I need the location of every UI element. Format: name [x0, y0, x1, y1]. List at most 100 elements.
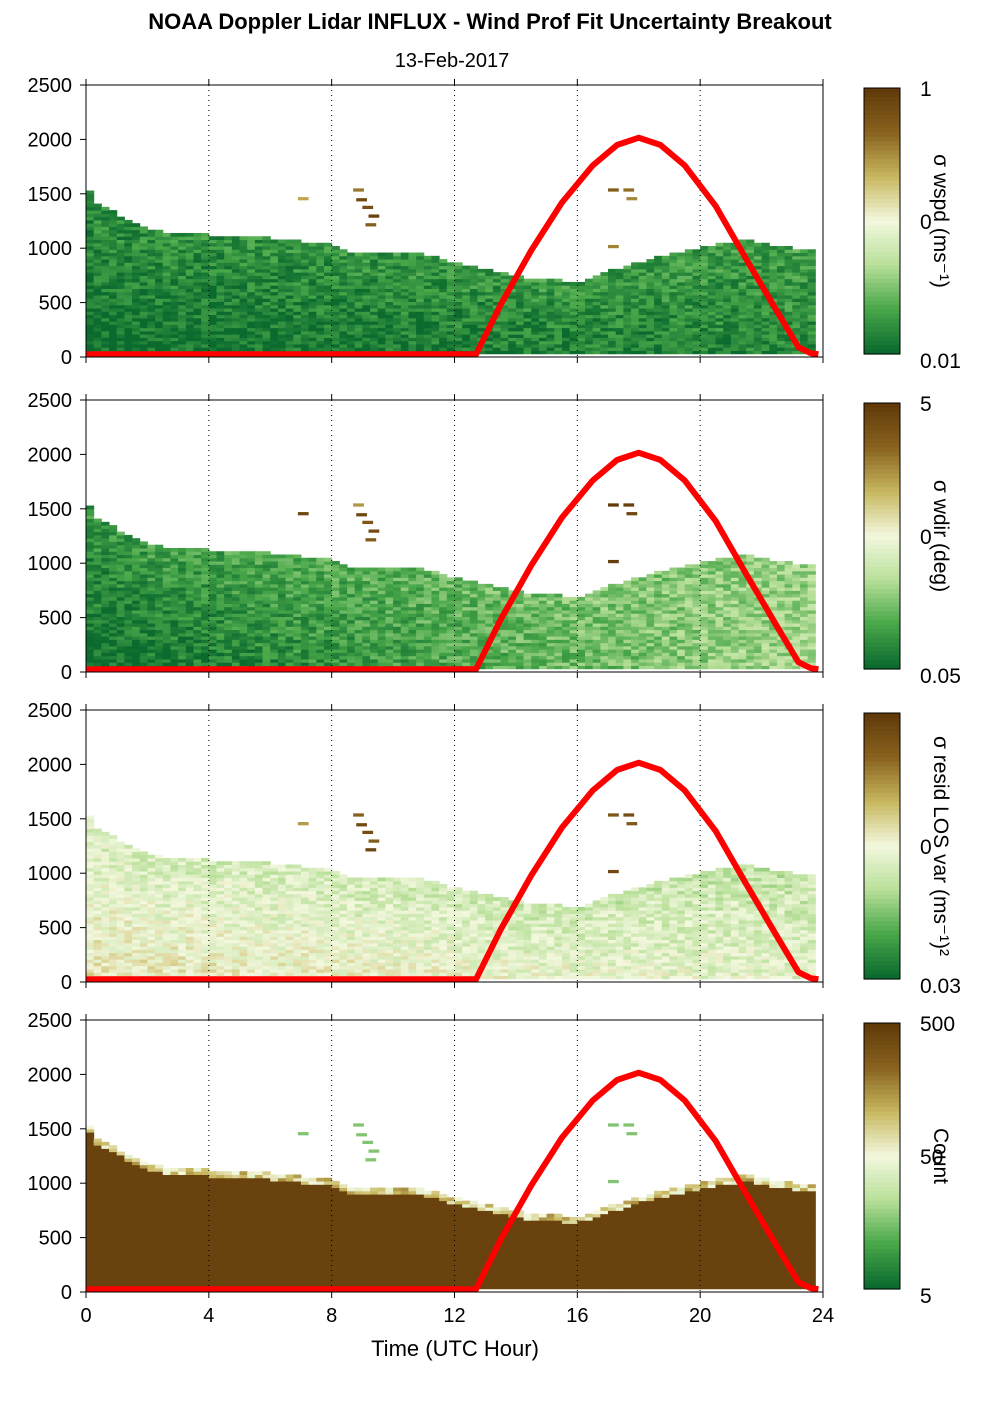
heatmap-cell	[117, 239, 125, 243]
heatmap-cell	[332, 636, 340, 640]
heatmap-cell	[124, 597, 132, 601]
heatmap-cell	[170, 584, 178, 588]
heatmap-cell	[631, 341, 639, 345]
heatmap-cell	[739, 315, 747, 319]
heatmap-cell	[201, 243, 209, 247]
heatmap-cell	[263, 613, 271, 617]
heatmap-cell	[362, 594, 370, 598]
heatmap-cell	[716, 282, 724, 286]
heatmap-cell	[401, 581, 409, 585]
heatmap-cell	[685, 292, 693, 296]
heatmap-cell	[201, 600, 209, 604]
heatmap-cell	[124, 328, 132, 332]
heatmap-cell	[240, 259, 248, 263]
heatmap-cell	[347, 311, 355, 315]
heatmap-cell	[347, 282, 355, 286]
heatmap-cell	[170, 643, 178, 647]
heatmap-cell	[170, 646, 178, 650]
heatmap-cell	[431, 262, 439, 266]
heatmap-cell	[362, 262, 370, 266]
heatmap-cell	[140, 571, 148, 575]
heatmap-cell	[455, 613, 463, 617]
heatmap-cell	[163, 610, 171, 614]
heatmap-cell	[431, 328, 439, 332]
heatmap-cell	[639, 295, 647, 299]
heatmap-cell	[140, 226, 148, 230]
heatmap-cell	[124, 220, 132, 224]
heatmap-cell	[201, 659, 209, 663]
heatmap-cell	[109, 285, 117, 289]
y-tick-label: 2000	[28, 129, 73, 151]
heatmap-cell	[347, 259, 355, 263]
heatmap-cell	[524, 324, 532, 328]
heatmap-cell	[355, 574, 363, 578]
heatmap-cell	[224, 315, 232, 319]
heatmap-cell	[723, 262, 731, 266]
heatmap-cell	[378, 636, 386, 640]
heatmap-cell	[470, 321, 478, 325]
heatmap-cell	[309, 607, 317, 611]
heatmap-cell	[270, 581, 278, 585]
heatmap-cell	[370, 334, 378, 338]
heatmap-cell	[86, 548, 94, 552]
heatmap-cell	[324, 626, 332, 630]
heatmap-cell	[94, 617, 102, 621]
heatmap-cell	[140, 636, 148, 640]
heatmap-cell	[439, 652, 447, 656]
heatmap-cell	[516, 350, 524, 354]
heatmap-cell	[616, 321, 624, 325]
heatmap-cell	[240, 253, 248, 257]
heatmap-cell	[209, 298, 217, 302]
heatmap-cell	[101, 292, 109, 296]
heatmap-cell	[117, 223, 125, 227]
heatmap-cell	[155, 558, 163, 562]
heatmap-cell	[347, 656, 355, 660]
heatmap-cell	[547, 288, 555, 292]
heatmap-cell	[731, 302, 739, 306]
heatmap-cell	[224, 620, 232, 624]
heatmap-cell	[439, 649, 447, 653]
heatmap-cell	[163, 282, 171, 286]
heatmap-cell	[662, 321, 670, 325]
heatmap-cell	[101, 217, 109, 221]
heatmap-cell	[431, 613, 439, 617]
heatmap-cell	[201, 617, 209, 621]
heatmap-cell	[193, 652, 201, 656]
heatmap-cell	[155, 639, 163, 643]
heatmap-cell	[401, 292, 409, 296]
heatmap-cell	[355, 318, 363, 322]
heatmap-cell	[316, 597, 324, 601]
heatmap-cell	[393, 324, 401, 328]
heatmap-cell	[370, 568, 378, 572]
heatmap-cell	[700, 288, 708, 292]
heatmap-cell	[286, 610, 294, 614]
heatmap-cell	[339, 311, 347, 315]
heatmap-cell	[155, 295, 163, 299]
heatmap-cell	[240, 262, 248, 266]
heatmap-cell	[378, 295, 386, 299]
heatmap-cell	[263, 324, 271, 328]
heatmap-cell	[217, 659, 225, 663]
heatmap-cell	[378, 305, 386, 309]
heatmap-cell	[439, 292, 447, 296]
heatmap-cell	[355, 633, 363, 637]
heatmap-cell	[447, 311, 455, 315]
heatmap-cell	[339, 292, 347, 296]
heatmap-cell	[278, 617, 286, 621]
heatmap-cell	[746, 341, 754, 345]
heatmap-cell	[163, 643, 171, 647]
heatmap-cell	[193, 337, 201, 341]
heatmap-cell	[263, 331, 271, 335]
heatmap-cell	[408, 656, 416, 660]
heatmap-cell	[132, 590, 140, 594]
heatmap-cell	[339, 266, 347, 270]
heatmap-cell	[309, 337, 317, 341]
heatmap-cell	[332, 285, 340, 289]
colorbar-step	[864, 101, 900, 106]
heatmap-cell	[616, 318, 624, 322]
heatmap-cell	[247, 554, 255, 558]
heatmap-cell	[570, 350, 578, 354]
heatmap-cell	[439, 315, 447, 319]
heatmap-cell	[124, 646, 132, 650]
heatmap-cell	[170, 551, 178, 555]
